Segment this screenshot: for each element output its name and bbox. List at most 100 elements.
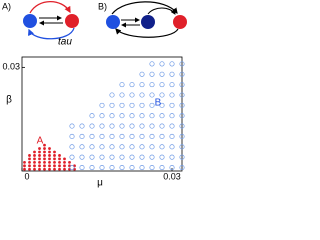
point: [139, 144, 145, 150]
x-tick-label: 0: [24, 171, 29, 181]
point: [179, 113, 185, 119]
point: [38, 160, 41, 164]
point: [149, 92, 155, 98]
point: [69, 164, 75, 171]
point: [28, 157, 31, 161]
point: [28, 164, 31, 168]
point: [69, 144, 75, 150]
point: [43, 150, 46, 154]
point: [109, 92, 115, 98]
arrow: [111, 1, 178, 15]
point: [48, 167, 51, 171]
point: [69, 154, 75, 160]
x-tick-label: 0.03: [163, 171, 181, 181]
series-label: B: [155, 98, 162, 109]
point: [119, 123, 125, 129]
point: [129, 92, 135, 98]
plot-frame: [21, 56, 183, 172]
point: [139, 133, 145, 140]
point: [69, 123, 75, 129]
point: [28, 167, 31, 171]
arrow: [147, 7, 176, 15]
point: [79, 154, 85, 160]
point: [159, 61, 165, 67]
point: [139, 154, 145, 160]
point: [33, 157, 36, 161]
point: [119, 154, 125, 160]
point: [119, 164, 125, 171]
point: [159, 164, 165, 171]
point: [63, 160, 66, 164]
point: [109, 113, 115, 119]
point: [43, 147, 46, 150]
node: [65, 14, 79, 28]
point: [119, 92, 125, 98]
point: [53, 160, 56, 164]
point: [43, 157, 46, 161]
point: [38, 167, 41, 171]
node: [173, 15, 187, 29]
point: [139, 102, 145, 108]
figure: A) tau B) μ β 0 0.03 0.03 A B: [2, 0, 187, 189]
point: [109, 144, 115, 150]
point: [33, 160, 36, 164]
point: [48, 147, 51, 150]
point: [109, 133, 115, 140]
point: [179, 82, 185, 88]
point: [149, 154, 155, 160]
panel-label: A): [2, 1, 11, 11]
point: [139, 82, 145, 88]
point: [129, 133, 135, 140]
point: [79, 123, 85, 129]
point: [129, 144, 135, 150]
point: [38, 147, 41, 150]
point: [48, 160, 51, 164]
point: [169, 113, 175, 119]
point: [129, 123, 135, 129]
point: [53, 167, 56, 171]
panel-b: B): [98, 1, 187, 38]
point: [179, 92, 185, 98]
point: [129, 102, 135, 108]
point: [169, 82, 175, 88]
point: [159, 144, 165, 150]
point: [169, 133, 175, 140]
arrow: [115, 28, 179, 38]
point: [129, 154, 135, 160]
point: [159, 71, 165, 77]
point: [179, 154, 185, 160]
point: [38, 164, 41, 168]
point: [119, 133, 125, 140]
point: [119, 102, 125, 108]
point: [58, 157, 61, 161]
point: [89, 133, 95, 140]
point: [119, 144, 125, 150]
point: [179, 71, 185, 77]
series-label: A: [37, 136, 44, 147]
point: [149, 123, 155, 129]
point: [58, 167, 61, 171]
point: [38, 154, 41, 157]
point: [99, 113, 105, 119]
point: [159, 133, 165, 140]
point: [149, 144, 155, 150]
point: [119, 82, 125, 88]
point: [43, 164, 46, 168]
point: [139, 92, 145, 98]
point: [159, 102, 165, 108]
point: [79, 144, 85, 150]
point: [89, 113, 95, 119]
point: [169, 92, 175, 98]
point: [53, 154, 56, 157]
panel-a: A) tau: [2, 0, 79, 48]
point: [169, 71, 175, 77]
x-axis-label: μ: [97, 178, 103, 189]
point: [23, 164, 26, 168]
point: [179, 144, 185, 150]
point: [99, 144, 105, 150]
point: [139, 113, 145, 119]
point: [58, 164, 61, 168]
point: [149, 133, 155, 140]
point: [23, 167, 26, 171]
point: [139, 164, 145, 171]
